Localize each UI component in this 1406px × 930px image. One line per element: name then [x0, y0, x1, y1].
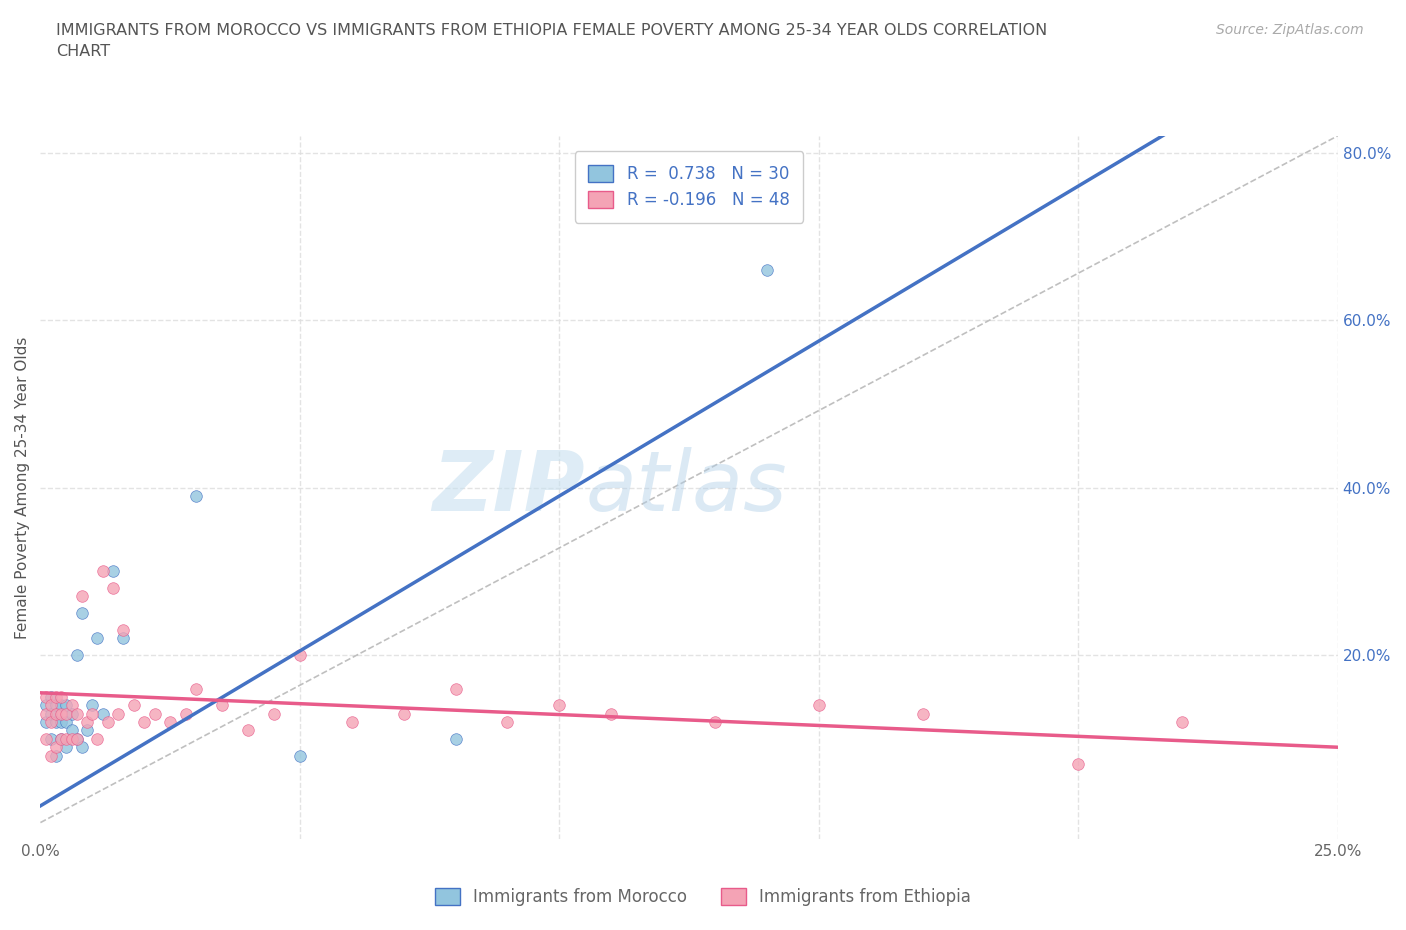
Point: [66, 731, 89, 746]
Text: ZIP: ZIP: [433, 447, 585, 528]
Point: [107, 706, 129, 721]
Text: Source: ZipAtlas.com: Source: ZipAtlas.com: [1216, 23, 1364, 37]
Point: [101, 580, 124, 595]
Point: [45, 706, 67, 721]
Point: [39, 748, 62, 763]
Point: [1067, 756, 1090, 771]
Point: [159, 714, 181, 729]
Point: [211, 698, 233, 712]
Point: [76, 723, 98, 737]
Point: [34, 706, 56, 721]
Point: [112, 631, 135, 645]
Point: [704, 714, 727, 729]
Point: [755, 262, 778, 277]
Point: [55, 731, 77, 746]
Point: [55, 706, 77, 721]
Point: [76, 714, 98, 729]
Point: [66, 731, 89, 746]
Point: [39, 731, 62, 746]
Point: [34, 731, 56, 746]
Point: [70, 739, 93, 754]
Point: [60, 723, 83, 737]
Text: IMMIGRANTS FROM MOROCCO VS IMMIGRANTS FROM ETHIOPIA FEMALE POVERTY AMONG 25-34 Y: IMMIGRANTS FROM MOROCCO VS IMMIGRANTS FR…: [56, 23, 1047, 60]
Point: [51, 714, 73, 729]
Point: [45, 739, 67, 754]
Point: [55, 739, 77, 754]
Point: [548, 698, 571, 712]
Point: [34, 714, 56, 729]
Point: [45, 748, 67, 763]
Point: [51, 689, 73, 704]
Point: [34, 689, 56, 704]
Text: atlas: atlas: [585, 447, 787, 528]
Point: [392, 706, 415, 721]
Point: [91, 706, 114, 721]
Point: [45, 698, 67, 712]
Point: [70, 589, 93, 604]
Point: [444, 681, 467, 696]
Point: [340, 714, 363, 729]
Point: [51, 731, 73, 746]
Legend: Immigrants from Morocco, Immigrants from Ethiopia: Immigrants from Morocco, Immigrants from…: [429, 881, 977, 912]
Point: [184, 681, 207, 696]
Point: [91, 564, 114, 578]
Point: [51, 731, 73, 746]
Point: [86, 631, 108, 645]
Point: [444, 731, 467, 746]
Point: [134, 714, 156, 729]
Point: [496, 714, 519, 729]
Point: [288, 647, 311, 662]
Point: [101, 564, 124, 578]
Point: [60, 698, 83, 712]
Point: [174, 706, 197, 721]
Point: [82, 706, 104, 721]
Point: [911, 706, 934, 721]
Point: [51, 706, 73, 721]
Point: [112, 622, 135, 637]
Point: [807, 698, 830, 712]
Legend: R =  0.738   N = 30, R = -0.196   N = 48: R = 0.738 N = 30, R = -0.196 N = 48: [575, 152, 803, 222]
Point: [184, 488, 207, 503]
Point: [39, 714, 62, 729]
Y-axis label: Female Poverty Among 25-34 Year Olds: Female Poverty Among 25-34 Year Olds: [15, 337, 30, 639]
Point: [66, 647, 89, 662]
Point: [66, 706, 89, 721]
Point: [45, 714, 67, 729]
Point: [1171, 714, 1194, 729]
Point: [39, 706, 62, 721]
Point: [97, 714, 120, 729]
Point: [122, 698, 145, 712]
Point: [143, 706, 166, 721]
Point: [55, 698, 77, 712]
Point: [39, 698, 62, 712]
Point: [86, 731, 108, 746]
Point: [51, 698, 73, 712]
Point: [600, 706, 623, 721]
Point: [236, 723, 259, 737]
Point: [55, 714, 77, 729]
Point: [34, 698, 56, 712]
Point: [45, 689, 67, 704]
Point: [39, 689, 62, 704]
Point: [60, 731, 83, 746]
Point: [82, 698, 104, 712]
Point: [288, 748, 311, 763]
Point: [263, 706, 285, 721]
Point: [60, 706, 83, 721]
Point: [70, 605, 93, 620]
